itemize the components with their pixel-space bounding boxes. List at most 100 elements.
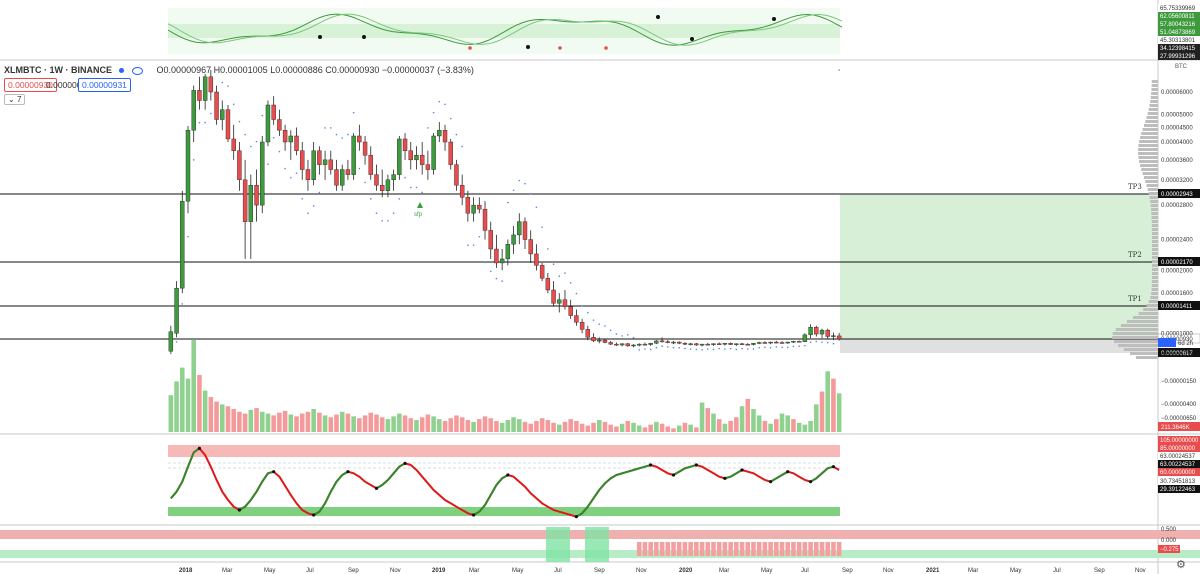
volume-bar [465,420,471,432]
volume-profile-bar [1139,140,1158,143]
sar-dot [221,81,224,84]
sar-dot [409,186,412,189]
oscillator-up-segment [324,491,332,504]
hist-highlight-zone [546,527,570,562]
volume-bar [602,421,608,432]
oscillator-up-segment [592,489,601,499]
oscillator-up-segment [604,477,612,485]
volume-profile-bar [1120,324,1158,327]
candle-body [665,341,670,343]
candle-body [494,248,499,264]
price-axis-label: 0.00001411 [1161,304,1193,310]
volume-bar [745,398,751,432]
time-axis-label: May [512,568,523,574]
osc-axis-label: 105.00000000 [1160,438,1199,444]
candle-body [334,169,339,186]
sar-dot [804,344,806,347]
sar-dot [387,219,389,222]
volume-profile-bar [1146,304,1158,307]
volume-bar [682,422,688,432]
sar-dot [392,212,395,215]
oscillator-up-segment [627,469,634,473]
candle-body [517,221,522,236]
chart-legend: XLMBTC · 1W · BINANCE O0.00000967 H0.000… [4,65,474,75]
time-axis-label: Nov [1135,568,1146,574]
volume-bar [345,413,351,432]
spread-value: 0.00000001 [46,80,91,90]
volume-profile-bar [1143,308,1158,311]
sar-dot [318,191,321,194]
sar-dot [718,347,720,350]
candle-body [819,329,825,335]
volume-bar [248,409,254,432]
indicators-collapse-button[interactable]: ⌄ 7 [4,94,26,105]
volume-profile-bar [1151,256,1158,259]
sell-price-button[interactable]: 0.00000930 [4,78,57,92]
sar-dot [564,272,566,274]
time-axis-label: Jul [306,568,314,574]
sar-dot [815,340,818,343]
sar-dot [312,205,315,207]
hist-bar [768,542,773,556]
osc-axis-label: 63.00224537 [1160,462,1196,468]
volume-profile-bar [1141,168,1158,171]
price-axis-label: 0.00001600 [1161,291,1193,297]
volume-profile-bar [1151,288,1158,291]
volume-profile-bar [1149,196,1158,199]
volume-bar [482,416,488,432]
buy-price-button[interactable]: 0.00000931 [78,78,131,92]
candle-body [311,150,316,181]
hist-axis-label: 0.000 [1161,538,1177,544]
volume-last-label: 211.3646K [1161,425,1190,431]
volume-profile-bar [1142,128,1158,131]
volume-bar [756,415,762,432]
sar-dot [764,346,766,349]
candle-body [294,135,299,151]
time-axis-label: May [264,568,275,574]
level-label: TP2 [1128,251,1142,259]
sar-dot [198,121,201,124]
hist-bar [671,542,676,556]
hist-bar [785,542,791,556]
time-axis-label: Sep [1094,568,1105,574]
eye-icon[interactable] [132,66,144,75]
candle-body [551,289,556,304]
sar-dot [307,212,309,215]
oscillator-pivot-dot [694,463,698,467]
candle-body [242,179,248,222]
osc-label-bg [1158,460,1200,468]
time-axis-label: Jul [1053,568,1061,574]
volume-bar [311,409,316,432]
volume-bar [242,413,248,432]
volume-bar [277,412,282,432]
candle-body [197,90,202,101]
hist-bar [659,542,665,556]
volume-bar [397,413,402,432]
osc-label-bg [1158,436,1200,444]
sar-dot [724,348,726,350]
top-oscillator-dot [772,17,776,21]
sar-dot [512,189,515,192]
candle-body [785,341,790,344]
hist-bar [665,542,671,556]
volume-bar [265,413,271,432]
candle-body [619,343,625,346]
sar-dot [838,69,840,71]
volume-profile-bar [1151,224,1158,227]
volume-bar [299,413,305,432]
volume-profile-bar [1147,188,1158,191]
volume-profile-bar [1147,112,1158,115]
sar-dot [215,69,218,71]
volume-profile-bar [1150,296,1158,299]
candle-body [454,164,459,186]
sfp-label: sfp [414,212,423,218]
candle-body [305,169,311,181]
volume-bar [791,419,796,432]
gear-icon[interactable]: ⚙ [1176,559,1186,571]
volume-bar [419,417,425,432]
volume-profile-bar [1151,240,1158,243]
candle-body [608,342,613,345]
sar-dot [666,346,669,348]
oscillator-up-segment [586,497,595,508]
